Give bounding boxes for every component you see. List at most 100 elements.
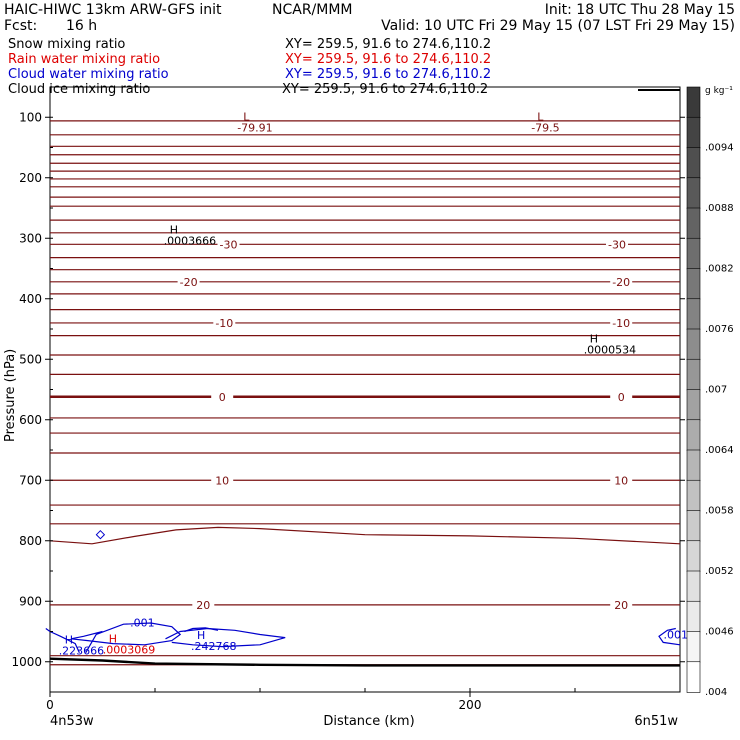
colorbar-cell xyxy=(686,389,701,421)
field-xy-rain: XY= 259.5, 91.6 to 274.6,110.2 xyxy=(285,52,491,67)
x-tick-label: 0 xyxy=(46,698,54,712)
extremum-value: -79.5 xyxy=(531,121,559,134)
forecast-label: Fcst: xyxy=(4,18,37,34)
field-name-rain: Rain water mixing ratio xyxy=(8,52,160,67)
colorbar-label: .0064 xyxy=(705,445,734,456)
colorbar-label: .004 xyxy=(705,687,727,698)
contour-label: 0 xyxy=(219,391,226,404)
y-tick-label: 900 xyxy=(19,594,42,608)
x-endpoint-right: 6n51w xyxy=(634,714,678,729)
cloud-water-contour xyxy=(165,627,286,648)
y-tick-label: 200 xyxy=(19,171,42,185)
extremum-letter: L xyxy=(537,110,544,123)
x-tick-label: 200 xyxy=(459,698,482,712)
cloud-water-label: .001 xyxy=(130,616,155,629)
colorbar-label: .0076 xyxy=(705,324,734,335)
colorbar-label: .0058 xyxy=(705,506,734,517)
colorbar-label: .0088 xyxy=(705,203,734,214)
extremum-letter: L xyxy=(243,110,250,123)
extremum-value: -79.91 xyxy=(237,121,272,134)
contour-label: 10 xyxy=(215,474,229,487)
y-tick-label: 700 xyxy=(19,473,42,487)
extremum-letter: H xyxy=(109,632,117,645)
contour-label: 10 xyxy=(614,474,628,487)
field-xy-cloud-water: XY= 259.5, 91.6 to 274.6,110.2 xyxy=(285,67,491,82)
cloud-water-contour xyxy=(658,627,681,646)
colorbar-cell xyxy=(686,570,701,603)
colorbar-cell xyxy=(686,419,701,451)
colorbar-label: .0094 xyxy=(705,143,734,154)
contour-label: -30 xyxy=(220,238,238,251)
field-name-cloud-ice: Cloud ice mixing ratio xyxy=(8,82,150,97)
extremum-value: .0000534 xyxy=(584,343,637,356)
y-tick-label: 300 xyxy=(19,231,42,245)
plot-frame xyxy=(49,86,681,693)
cloud-water-contour xyxy=(184,627,219,633)
contour-label: -10 xyxy=(215,317,233,330)
colorbar-cell xyxy=(686,268,701,300)
valid-time: Valid: 10 UTC Fri 29 May 15 (07 LST Fri … xyxy=(381,18,735,34)
field-xy-snow: XY= 259.5, 91.6 to 274.6,110.2 xyxy=(285,37,491,52)
colorbar-cell xyxy=(686,328,701,361)
field-name-snow: Snow mixing ratio xyxy=(8,37,125,52)
colorbar-cell xyxy=(686,116,701,149)
field-xy-cloud-ice: XY= 259.5, 91.6 to 274.6,110.2 xyxy=(282,82,488,97)
colorbar-label: .0046 xyxy=(705,627,734,638)
colorbar-unit: g kg⁻¹ xyxy=(705,86,733,96)
x-endpoint-left: 4n53w xyxy=(50,714,94,729)
colorbar-cell xyxy=(686,510,701,542)
y-tick-label: 600 xyxy=(19,413,42,427)
cloud-water-marker xyxy=(95,529,106,540)
colorbar-label: .0082 xyxy=(705,264,734,275)
model-title: HAIC-HIWC 13km ARW-GFS init xyxy=(4,2,222,18)
colorbar-cell xyxy=(686,147,701,179)
colorbar-label: .007 xyxy=(705,385,727,396)
contour-label: 20 xyxy=(614,599,628,612)
colorbar-cell xyxy=(686,207,701,240)
colorbar-cell xyxy=(686,177,701,209)
y-tick-label: 800 xyxy=(19,534,42,548)
colorbar-cell xyxy=(686,631,701,663)
cloud-water-contour xyxy=(70,622,182,653)
colorbar-cell xyxy=(686,86,701,119)
colorbar-cell xyxy=(686,237,701,270)
contour-label: -10 xyxy=(612,317,630,330)
extremum-letter: H xyxy=(65,634,73,647)
extremum-value: .0003666 xyxy=(164,234,217,247)
x-axis-title: Distance (km) xyxy=(323,714,414,729)
extremum-value: .242768 xyxy=(191,640,237,653)
extremum-letter: H xyxy=(197,629,205,642)
contour-label: -20 xyxy=(180,276,198,289)
contour-label: 0 xyxy=(618,391,625,404)
colorbar-cell xyxy=(686,540,701,572)
cloud-water-label: .001 xyxy=(664,629,689,642)
y-tick-label: 400 xyxy=(19,292,42,306)
y-tick-label: 500 xyxy=(19,352,42,366)
field-name-cloud-water: Cloud water mixing ratio xyxy=(8,67,169,82)
terrain-line xyxy=(49,657,680,667)
colorbar-label: .0052 xyxy=(705,566,734,577)
temperature-contour xyxy=(49,526,681,545)
colorbar-cell xyxy=(686,358,701,391)
y-tick-label: 1000 xyxy=(11,655,42,669)
colorbar-cell xyxy=(686,298,701,330)
y-tick-label: 100 xyxy=(19,110,42,124)
extremum-value: .0003069 xyxy=(103,643,156,656)
init-time: Init: 18 UTC Thu 28 May 15 xyxy=(545,2,735,18)
contour-label: 20 xyxy=(196,599,210,612)
contour-label: -30 xyxy=(608,238,626,251)
colorbar-cell xyxy=(686,449,701,482)
y-axis-title: Pressure (hPa) xyxy=(3,349,18,442)
colorbar-cell xyxy=(686,600,701,633)
extremum-letter: H xyxy=(170,223,178,236)
extremum-value: .223666 xyxy=(59,645,104,658)
contour-label: -20 xyxy=(612,276,630,289)
forecast-value: 16 h xyxy=(66,18,97,34)
extremum-letter: H xyxy=(590,332,598,345)
colorbar-cell xyxy=(686,661,701,693)
colorbar-cell xyxy=(686,479,701,512)
org-label: NCAR/MMM xyxy=(272,2,353,18)
cloud-water-contour xyxy=(45,628,80,653)
